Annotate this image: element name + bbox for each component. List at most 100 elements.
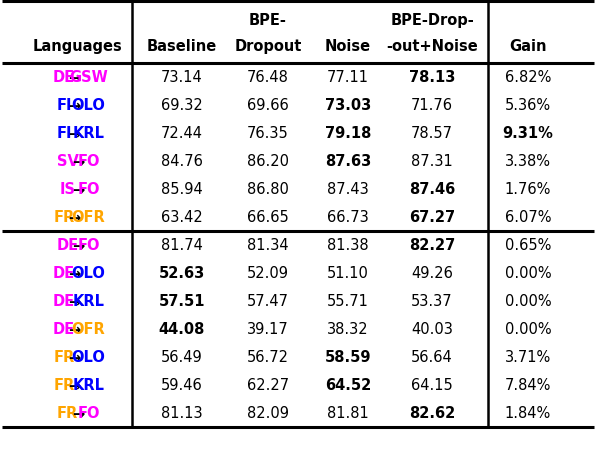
Text: FO: FO (77, 154, 100, 169)
Text: 3.38%: 3.38% (505, 154, 551, 169)
Text: →: → (69, 210, 80, 225)
Text: BPE-Drop-: BPE-Drop- (390, 13, 474, 28)
Text: Languages: Languages (33, 39, 123, 54)
Text: 44.08: 44.08 (159, 322, 205, 337)
Text: GSW: GSW (69, 70, 108, 85)
Text: 81.81: 81.81 (327, 405, 369, 421)
Text: 87.31: 87.31 (411, 154, 453, 169)
Text: 82.09: 82.09 (247, 405, 289, 421)
Text: IS: IS (60, 182, 76, 197)
Text: 1.84%: 1.84% (505, 405, 551, 421)
Text: 87.43: 87.43 (327, 182, 369, 197)
Text: 64.52: 64.52 (325, 377, 371, 393)
Text: FI: FI (56, 98, 72, 113)
Text: 0.65%: 0.65% (505, 238, 551, 253)
Text: FI: FI (56, 126, 72, 141)
Text: 1.76%: 1.76% (505, 182, 551, 197)
Text: →: → (69, 126, 80, 141)
Text: Gain: Gain (509, 39, 547, 54)
Text: Baseline: Baseline (147, 39, 217, 54)
Text: 66.65: 66.65 (247, 210, 289, 225)
Text: FR: FR (57, 405, 78, 421)
Text: 86.20: 86.20 (247, 154, 289, 169)
Text: 79.18: 79.18 (325, 126, 371, 141)
Text: KRL: KRL (73, 377, 104, 393)
Text: DE: DE (53, 70, 75, 85)
Text: 71.76: 71.76 (411, 98, 453, 113)
Text: 67.27: 67.27 (409, 210, 455, 225)
Text: 0.00%: 0.00% (505, 322, 551, 337)
Text: FR: FR (53, 210, 74, 225)
Text: 81.38: 81.38 (327, 238, 369, 253)
Text: 6.82%: 6.82% (505, 70, 551, 85)
Text: OFR: OFR (72, 210, 105, 225)
Text: OLO: OLO (72, 266, 105, 281)
Text: DE: DE (53, 266, 75, 281)
Text: 40.03: 40.03 (411, 322, 453, 337)
Text: 76.35: 76.35 (247, 126, 289, 141)
Text: →: → (69, 70, 80, 85)
Text: SV: SV (57, 154, 79, 169)
Text: 56.49: 56.49 (161, 350, 203, 365)
Text: 81.13: 81.13 (161, 405, 203, 421)
Text: OFR: OFR (72, 322, 105, 337)
Text: 62.27: 62.27 (247, 377, 289, 393)
Text: DE: DE (53, 322, 75, 337)
Text: OLO: OLO (72, 350, 105, 365)
Text: Noise: Noise (325, 39, 371, 54)
Text: 81.34: 81.34 (247, 238, 289, 253)
Text: 38.32: 38.32 (327, 322, 369, 337)
Text: 81.74: 81.74 (161, 238, 203, 253)
Text: 0.00%: 0.00% (505, 266, 551, 281)
Text: 78.13: 78.13 (409, 70, 455, 85)
Text: 66.73: 66.73 (327, 210, 369, 225)
Text: 73.14: 73.14 (161, 70, 203, 85)
Text: 84.76: 84.76 (161, 154, 203, 169)
Text: 57.47: 57.47 (247, 294, 289, 309)
Text: 87.63: 87.63 (325, 154, 371, 169)
Text: →: → (72, 154, 84, 169)
Text: →: → (69, 294, 80, 309)
Text: 87.46: 87.46 (409, 182, 455, 197)
Text: →: → (69, 350, 80, 365)
Text: 86.80: 86.80 (247, 182, 289, 197)
Text: 53.37: 53.37 (411, 294, 453, 309)
Text: 76.48: 76.48 (247, 70, 289, 85)
Text: →: → (72, 238, 84, 253)
Text: →: → (69, 377, 80, 393)
Text: 3.71%: 3.71% (505, 350, 551, 365)
Text: 78.57: 78.57 (411, 126, 453, 141)
Text: →: → (69, 322, 80, 337)
Text: 6.07%: 6.07% (505, 210, 551, 225)
Text: →: → (69, 266, 80, 281)
Text: 85.94: 85.94 (161, 182, 203, 197)
Text: 58.59: 58.59 (325, 350, 371, 365)
Text: 73.03: 73.03 (325, 98, 371, 113)
Text: 7.84%: 7.84% (505, 377, 551, 393)
Text: BPE-: BPE- (249, 13, 287, 28)
Text: 56.64: 56.64 (411, 350, 453, 365)
Text: Dropout: Dropout (234, 39, 302, 54)
Text: KRL: KRL (73, 126, 104, 141)
Text: 9.31%: 9.31% (502, 126, 554, 141)
Text: →: → (72, 405, 84, 421)
Text: FO: FO (77, 405, 100, 421)
Text: DE: DE (57, 238, 79, 253)
Text: 49.26: 49.26 (411, 266, 453, 281)
Text: 82.27: 82.27 (409, 238, 455, 253)
Text: DE: DE (53, 294, 75, 309)
Text: 5.36%: 5.36% (505, 98, 551, 113)
Text: 55.71: 55.71 (327, 294, 369, 309)
Text: 59.46: 59.46 (161, 377, 203, 393)
Text: 69.66: 69.66 (247, 98, 289, 113)
Text: →: → (72, 182, 84, 197)
Text: FR: FR (53, 350, 74, 365)
Text: 72.44: 72.44 (161, 126, 203, 141)
Text: FO: FO (77, 238, 100, 253)
Text: FR: FR (53, 377, 74, 393)
Text: 63.42: 63.42 (161, 210, 203, 225)
Text: 39.17: 39.17 (247, 322, 289, 337)
Text: 64.15: 64.15 (411, 377, 453, 393)
Text: 0.00%: 0.00% (505, 294, 551, 309)
Text: KRL: KRL (73, 294, 104, 309)
